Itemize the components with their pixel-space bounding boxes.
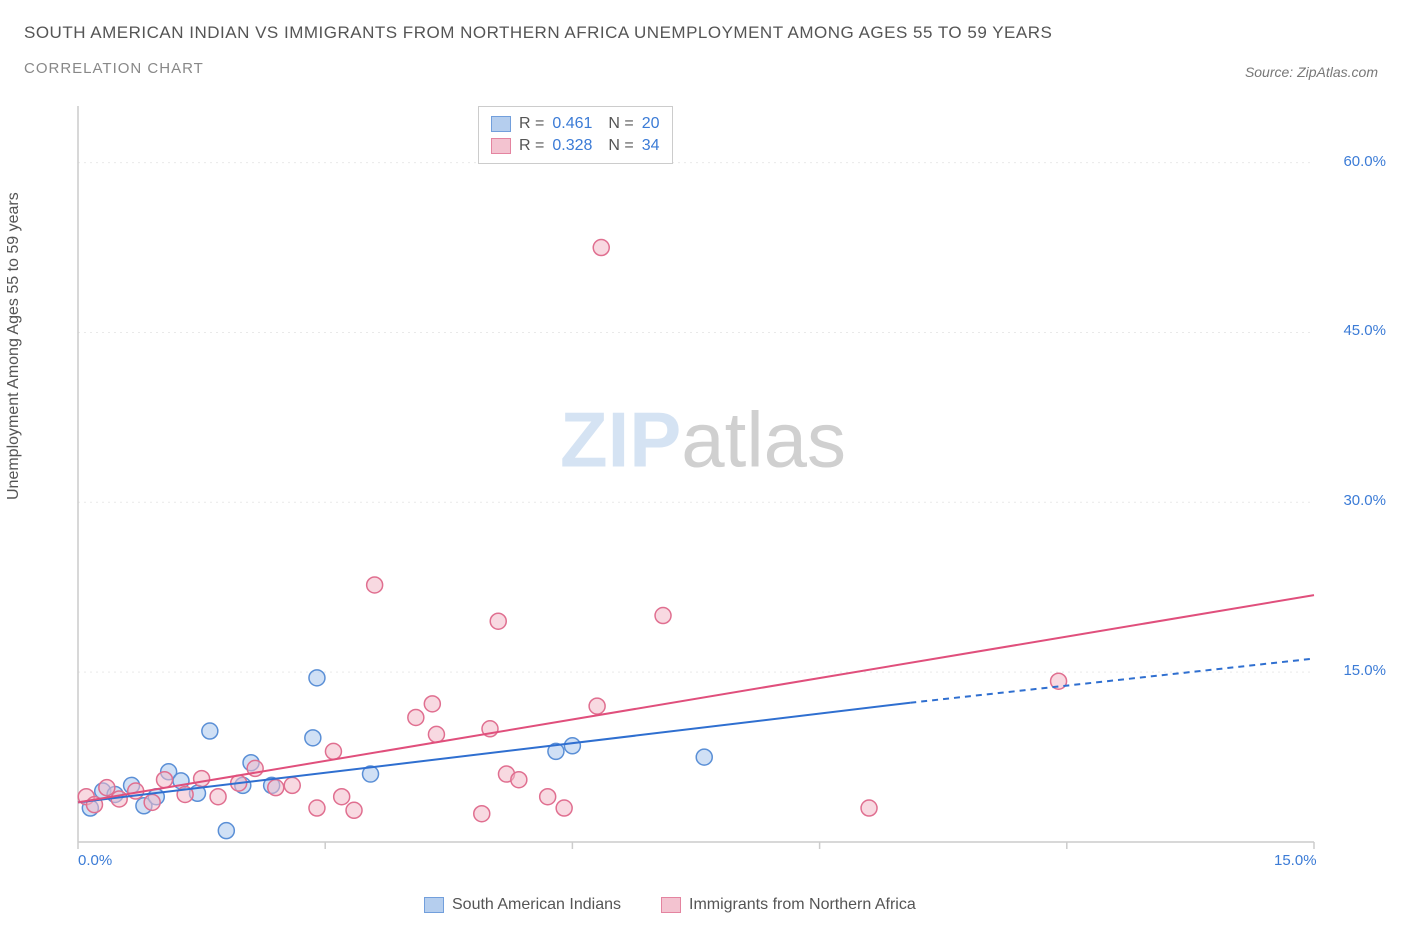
n-value-0: 20: [642, 113, 660, 135]
legend-swatch-bottom-0: [424, 897, 444, 913]
scatter-plot: [74, 100, 1374, 870]
n-value-1: 34: [642, 135, 660, 157]
legend-stats: R = 0.461 N = 20 R = 0.328 N = 34: [478, 106, 673, 164]
r-label-0: R =: [519, 113, 544, 135]
y-tick-label: 15.0%: [1343, 662, 1386, 679]
y-axis-label: Unemployment Among Ages 55 to 59 years: [5, 192, 23, 500]
legend-item-0: South American Indians: [424, 896, 621, 914]
y-tick-label: 60.0%: [1343, 153, 1386, 170]
chart-title: SOUTH AMERICAN INDIAN VS IMMIGRANTS FROM…: [24, 20, 1382, 46]
legend-swatch-1: [491, 138, 511, 154]
r-value-0: 0.461: [552, 113, 592, 135]
legend-series: South American Indians Immigrants from N…: [424, 896, 916, 914]
r-label-1: R =: [519, 135, 544, 157]
legend-label-0: South American Indians: [452, 896, 621, 913]
n-label-0: N =: [608, 113, 633, 135]
legend-stats-row-1: R = 0.328 N = 34: [491, 135, 660, 157]
source-label: Source: ZipAtlas.com: [1245, 64, 1378, 80]
chart-subtitle: CORRELATION CHART: [24, 60, 1382, 77]
x-tick-label: 0.0%: [78, 852, 112, 869]
legend-item-1: Immigrants from Northern Africa: [661, 896, 916, 914]
chart-area: Unemployment Among Ages 55 to 59 years Z…: [24, 100, 1382, 910]
legend-stats-row-0: R = 0.461 N = 20: [491, 113, 660, 135]
x-tick-label: 15.0%: [1274, 852, 1317, 869]
r-value-1: 0.328: [552, 135, 592, 157]
legend-label-1: Immigrants from Northern Africa: [689, 896, 916, 913]
y-tick-label: 45.0%: [1343, 322, 1386, 339]
y-tick-label: 30.0%: [1343, 492, 1386, 509]
n-label-1: N =: [608, 135, 633, 157]
legend-swatch-0: [491, 116, 511, 132]
legend-swatch-bottom-1: [661, 897, 681, 913]
